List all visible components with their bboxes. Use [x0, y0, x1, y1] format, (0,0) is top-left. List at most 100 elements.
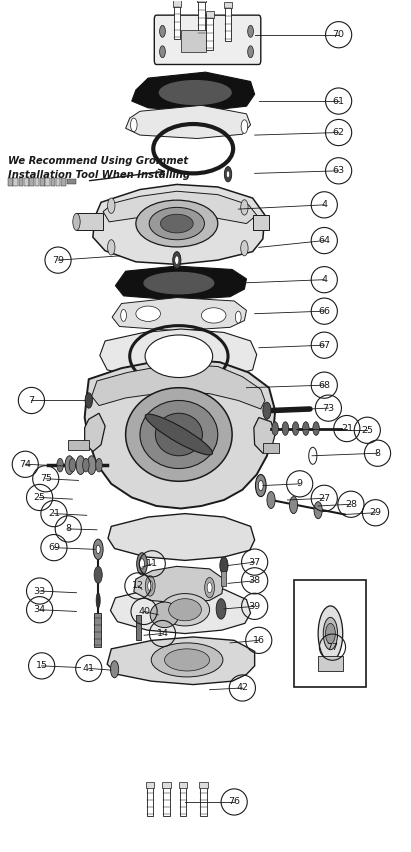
Circle shape	[226, 170, 230, 177]
Ellipse shape	[136, 306, 160, 321]
Bar	[61, 177, 66, 186]
Text: 8: 8	[65, 525, 71, 533]
Ellipse shape	[150, 602, 179, 628]
Polygon shape	[100, 329, 257, 381]
Bar	[146, 781, 154, 788]
Bar	[136, 615, 141, 641]
Bar	[179, 781, 187, 788]
Circle shape	[85, 393, 92, 408]
Circle shape	[175, 256, 179, 264]
Circle shape	[248, 46, 254, 58]
Circle shape	[121, 309, 127, 321]
Text: 25: 25	[361, 426, 373, 435]
Ellipse shape	[126, 388, 232, 481]
Ellipse shape	[140, 400, 218, 469]
Circle shape	[69, 458, 76, 472]
Circle shape	[256, 475, 266, 497]
Circle shape	[140, 559, 145, 569]
Bar	[56, 177, 60, 186]
Bar	[163, 786, 170, 815]
Circle shape	[292, 422, 299, 435]
Ellipse shape	[96, 593, 100, 608]
Circle shape	[87, 456, 96, 475]
Text: 66: 66	[318, 307, 330, 316]
FancyBboxPatch shape	[154, 15, 261, 65]
Circle shape	[83, 458, 89, 472]
Circle shape	[131, 118, 137, 132]
Ellipse shape	[169, 599, 201, 621]
Bar	[173, 5, 180, 39]
Bar	[199, 781, 208, 788]
Text: 21: 21	[341, 424, 353, 433]
Circle shape	[309, 447, 317, 464]
Bar	[225, 7, 231, 41]
Circle shape	[302, 422, 309, 435]
Bar	[68, 440, 89, 450]
Text: 70: 70	[332, 30, 345, 39]
Circle shape	[282, 422, 289, 435]
Circle shape	[241, 199, 248, 215]
Bar	[14, 177, 18, 186]
Circle shape	[108, 239, 115, 255]
Ellipse shape	[151, 643, 223, 677]
Circle shape	[263, 402, 271, 419]
Text: 79: 79	[52, 256, 64, 265]
Text: 4: 4	[321, 200, 327, 210]
Bar	[263, 443, 279, 453]
Circle shape	[76, 456, 85, 475]
Bar	[206, 16, 213, 50]
Circle shape	[248, 26, 254, 37]
Bar	[45, 177, 50, 186]
Circle shape	[272, 422, 278, 435]
Bar	[147, 786, 153, 815]
Text: 28: 28	[345, 500, 357, 509]
Bar	[197, 0, 206, 3]
Circle shape	[145, 576, 155, 596]
Circle shape	[241, 240, 248, 256]
Text: 16: 16	[253, 636, 265, 645]
Ellipse shape	[323, 618, 337, 650]
Text: 75: 75	[40, 475, 52, 483]
Bar	[181, 30, 206, 52]
Bar	[162, 781, 171, 788]
Circle shape	[313, 422, 319, 435]
Text: 4: 4	[321, 275, 327, 285]
Bar	[94, 613, 102, 648]
Text: 74: 74	[19, 460, 31, 469]
Ellipse shape	[149, 207, 205, 239]
Bar	[8, 177, 13, 186]
Bar	[200, 786, 207, 815]
Text: 14: 14	[157, 629, 169, 638]
Circle shape	[267, 492, 275, 509]
Text: 39: 39	[249, 602, 261, 611]
Text: 63: 63	[332, 166, 345, 176]
Text: 68: 68	[318, 381, 330, 389]
Bar	[253, 215, 269, 230]
Circle shape	[224, 166, 232, 181]
Circle shape	[159, 46, 165, 58]
Text: 40: 40	[138, 607, 150, 616]
Bar	[24, 177, 28, 186]
Polygon shape	[108, 514, 255, 561]
Text: 34: 34	[34, 605, 46, 614]
Polygon shape	[107, 637, 255, 685]
Ellipse shape	[145, 414, 212, 455]
Text: 21: 21	[48, 509, 60, 518]
Circle shape	[159, 26, 165, 37]
Circle shape	[216, 599, 226, 619]
Bar	[224, 2, 232, 9]
Circle shape	[236, 311, 241, 323]
Text: 42: 42	[236, 683, 248, 693]
Polygon shape	[115, 266, 247, 300]
Polygon shape	[112, 297, 247, 331]
Bar	[221, 571, 226, 586]
Text: 69: 69	[48, 543, 60, 552]
Text: 27: 27	[318, 494, 330, 503]
Text: 67: 67	[318, 341, 330, 349]
Bar	[40, 177, 44, 186]
Text: We Recommend Using Grommet
Installation Tool When Installing: We Recommend Using Grommet Installation …	[8, 157, 190, 180]
Circle shape	[220, 557, 228, 574]
Ellipse shape	[160, 594, 210, 626]
Text: 61: 61	[332, 96, 345, 106]
Circle shape	[259, 481, 263, 491]
